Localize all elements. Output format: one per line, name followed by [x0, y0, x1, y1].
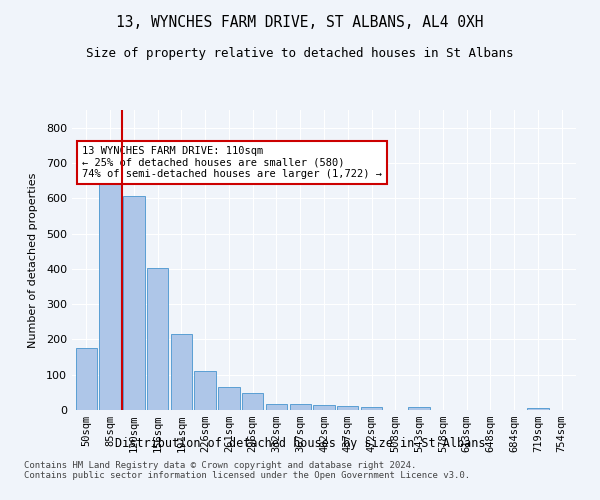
Text: 13, WYNCHES FARM DRIVE, ST ALBANS, AL4 0XH: 13, WYNCHES FARM DRIVE, ST ALBANS, AL4 0…	[116, 15, 484, 30]
Y-axis label: Number of detached properties: Number of detached properties	[28, 172, 38, 348]
Bar	[361, 407, 382, 410]
Text: Contains HM Land Registry data © Crown copyright and database right 2024.
Contai: Contains HM Land Registry data © Crown c…	[24, 460, 470, 480]
Bar	[76, 348, 97, 410]
Bar	[194, 371, 216, 410]
Bar	[147, 268, 168, 410]
Bar	[266, 404, 287, 410]
Bar	[337, 406, 358, 410]
Bar	[242, 392, 263, 410]
Text: 13 WYNCHES FARM DRIVE: 110sqm
← 25% of detached houses are smaller (580)
74% of : 13 WYNCHES FARM DRIVE: 110sqm ← 25% of d…	[82, 146, 382, 179]
Bar	[313, 404, 335, 410]
Bar	[409, 407, 430, 410]
Bar	[218, 387, 239, 410]
Bar	[123, 196, 145, 410]
Bar	[100, 177, 121, 410]
Bar	[527, 408, 548, 410]
Bar	[170, 334, 192, 410]
Bar	[290, 404, 311, 410]
Text: Distribution of detached houses by size in St Albans: Distribution of detached houses by size …	[115, 438, 485, 450]
Text: Size of property relative to detached houses in St Albans: Size of property relative to detached ho…	[86, 48, 514, 60]
